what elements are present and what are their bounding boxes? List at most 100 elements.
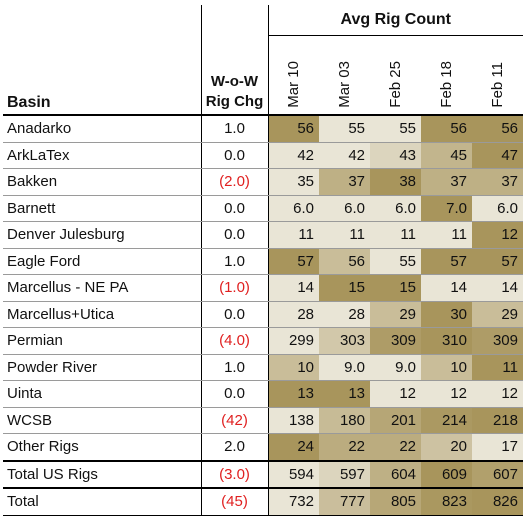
rig-count-cell: 15: [319, 274, 370, 302]
basin-cell: Other Rigs: [3, 433, 202, 461]
rig-count-cell: 6.0: [268, 195, 319, 222]
rig-count-cell: 609: [421, 459, 472, 489]
rig-count-cell: 14: [421, 274, 472, 302]
rig-count-cell: 10: [421, 354, 472, 381]
rig-count-cell: 10: [268, 354, 319, 381]
rig-count-cell: 42: [319, 142, 370, 169]
rig-count-cell: 45: [421, 142, 472, 169]
rig-count-cell: 604: [370, 459, 421, 489]
wow-change-cell: (45): [201, 487, 269, 516]
date-header: Feb 11: [472, 35, 523, 116]
rig-count-cell: 57: [421, 248, 472, 275]
wow-change-header: W-o-W Rig Chg: [201, 35, 269, 116]
date-label: Feb 18: [438, 61, 455, 108]
rig-count-cell: 15: [370, 274, 421, 302]
wow-change-cell: 0.0: [201, 221, 269, 249]
basin-cell: Total US Rigs: [3, 459, 202, 489]
rig-count-cell: 42: [268, 142, 319, 169]
basin-header: Basin: [3, 35, 202, 116]
rig-count-cell: 138: [268, 407, 319, 434]
wow-change-cell: 2.0: [201, 433, 269, 461]
rig-count-cell: 180: [319, 407, 370, 434]
rig-count-cell: 11: [370, 221, 421, 249]
rig-count-cell: 55: [370, 248, 421, 275]
table-row: WCSB (42) 138 180 201 214 218: [3, 407, 523, 434]
wow-change-cell: 0.0: [201, 301, 269, 328]
basin-cell: Eagle Ford: [3, 248, 202, 275]
rig-count-cell: 12: [370, 380, 421, 408]
rig-count-cell: 7.0: [421, 195, 472, 222]
table-body: Anadarko 1.0 56 55 55 56 56 ArkLaTex 0.0 42 42 43 45…: [3, 115, 523, 516]
rig-count-cell: 9.0: [370, 354, 421, 381]
rig-count-cell: 6.0: [319, 195, 370, 222]
date-label: Mar 03: [336, 61, 353, 108]
rig-count-cell: 38: [370, 168, 421, 196]
rig-count-cell: 594: [268, 459, 319, 489]
header-blank: [201, 5, 269, 36]
rig-count-cell: 214: [421, 407, 472, 434]
rig-count-cell: 43: [370, 142, 421, 169]
rig-count-cell: 823: [421, 487, 472, 516]
date-header: Feb 18: [421, 35, 472, 116]
rig-count-cell: 57: [472, 248, 523, 275]
wow-change-cell: 1.0: [201, 248, 269, 275]
rig-count-cell: 57: [268, 248, 319, 275]
rig-count-cell: 299: [268, 327, 319, 355]
rig-count-cell: 805: [370, 487, 421, 516]
rig-count-table: Avg Rig Count Basin W-o-W Rig Chg Mar 10…: [3, 5, 523, 516]
basin-cell: Denver Julesburg: [3, 221, 202, 249]
rig-count-cell: 37: [421, 168, 472, 196]
wow-change-header-line1: W-o-W: [210, 73, 259, 90]
wow-change-cell: 1.0: [201, 115, 269, 143]
table-row: Marcellus - NE PA (1.0) 14 15 15 14 14: [3, 274, 523, 302]
rig-count-cell: 55: [319, 115, 370, 143]
rig-count-cell: 13: [319, 380, 370, 408]
rig-count-cell: 20: [421, 433, 472, 461]
wow-change-header-line2: Rig Chg: [205, 93, 264, 110]
rig-count-cell: 6.0: [370, 195, 421, 222]
table-row: Permian (4.0) 299 303 309 310 309: [3, 327, 523, 355]
date-header: Mar 10: [268, 35, 319, 116]
basin-cell: Bakken: [3, 168, 202, 196]
rig-count-cell: 56: [268, 115, 319, 143]
rig-count-cell: 30: [421, 301, 472, 328]
date-label: Feb 25: [387, 61, 404, 108]
basin-cell: Permian: [3, 327, 202, 355]
table-row: Total (45) 732 777 805 823 826: [3, 487, 523, 516]
rig-count-cell: 29: [472, 301, 523, 328]
rig-count-cell: 218: [472, 407, 523, 434]
rig-count-cell: 309: [370, 327, 421, 355]
rig-count-cell: 37: [319, 168, 370, 196]
rig-count-cell: 14: [472, 274, 523, 302]
table-row: Uinta 0.0 13 13 12 12 12: [3, 380, 523, 408]
rig-count-cell: 17: [472, 433, 523, 461]
rig-count-cell: 9.0: [319, 354, 370, 381]
header-blank: [3, 5, 202, 36]
rig-count-cell: 14: [268, 274, 319, 302]
table-row: Total US Rigs (3.0) 594 597 604 609 607: [3, 459, 523, 489]
rig-count-cell: 11: [421, 221, 472, 249]
basin-cell: Barnett: [3, 195, 202, 222]
basin-cell: Anadarko: [3, 115, 202, 143]
avg-rig-count-header: Avg Rig Count: [268, 5, 523, 36]
table-row: Bakken (2.0) 35 37 38 37 37: [3, 168, 523, 196]
rig-count-cell: 11: [472, 354, 523, 381]
wow-change-cell: 1.0: [201, 354, 269, 381]
rig-count-cell: 56: [319, 248, 370, 275]
rig-count-cell: 29: [370, 301, 421, 328]
date-label: Mar 10: [285, 61, 303, 108]
wow-change-cell: (1.0): [201, 274, 269, 302]
basin-cell: Powder River: [3, 354, 202, 381]
rig-count-cell: 201: [370, 407, 421, 434]
rig-count-cell: 22: [370, 433, 421, 461]
rig-count-cell: 6.0: [472, 195, 523, 222]
rig-count-cell: 35: [268, 168, 319, 196]
wow-change-cell: 0.0: [201, 142, 269, 169]
basin-cell: WCSB: [3, 407, 202, 434]
rig-count-cell: 309: [472, 327, 523, 355]
rig-count-cell: 28: [319, 301, 370, 328]
rig-count-cell: 732: [268, 487, 319, 516]
date-label: Feb 11: [489, 62, 506, 108]
rig-count-cell: 303: [319, 327, 370, 355]
rig-count-cell: 28: [268, 301, 319, 328]
